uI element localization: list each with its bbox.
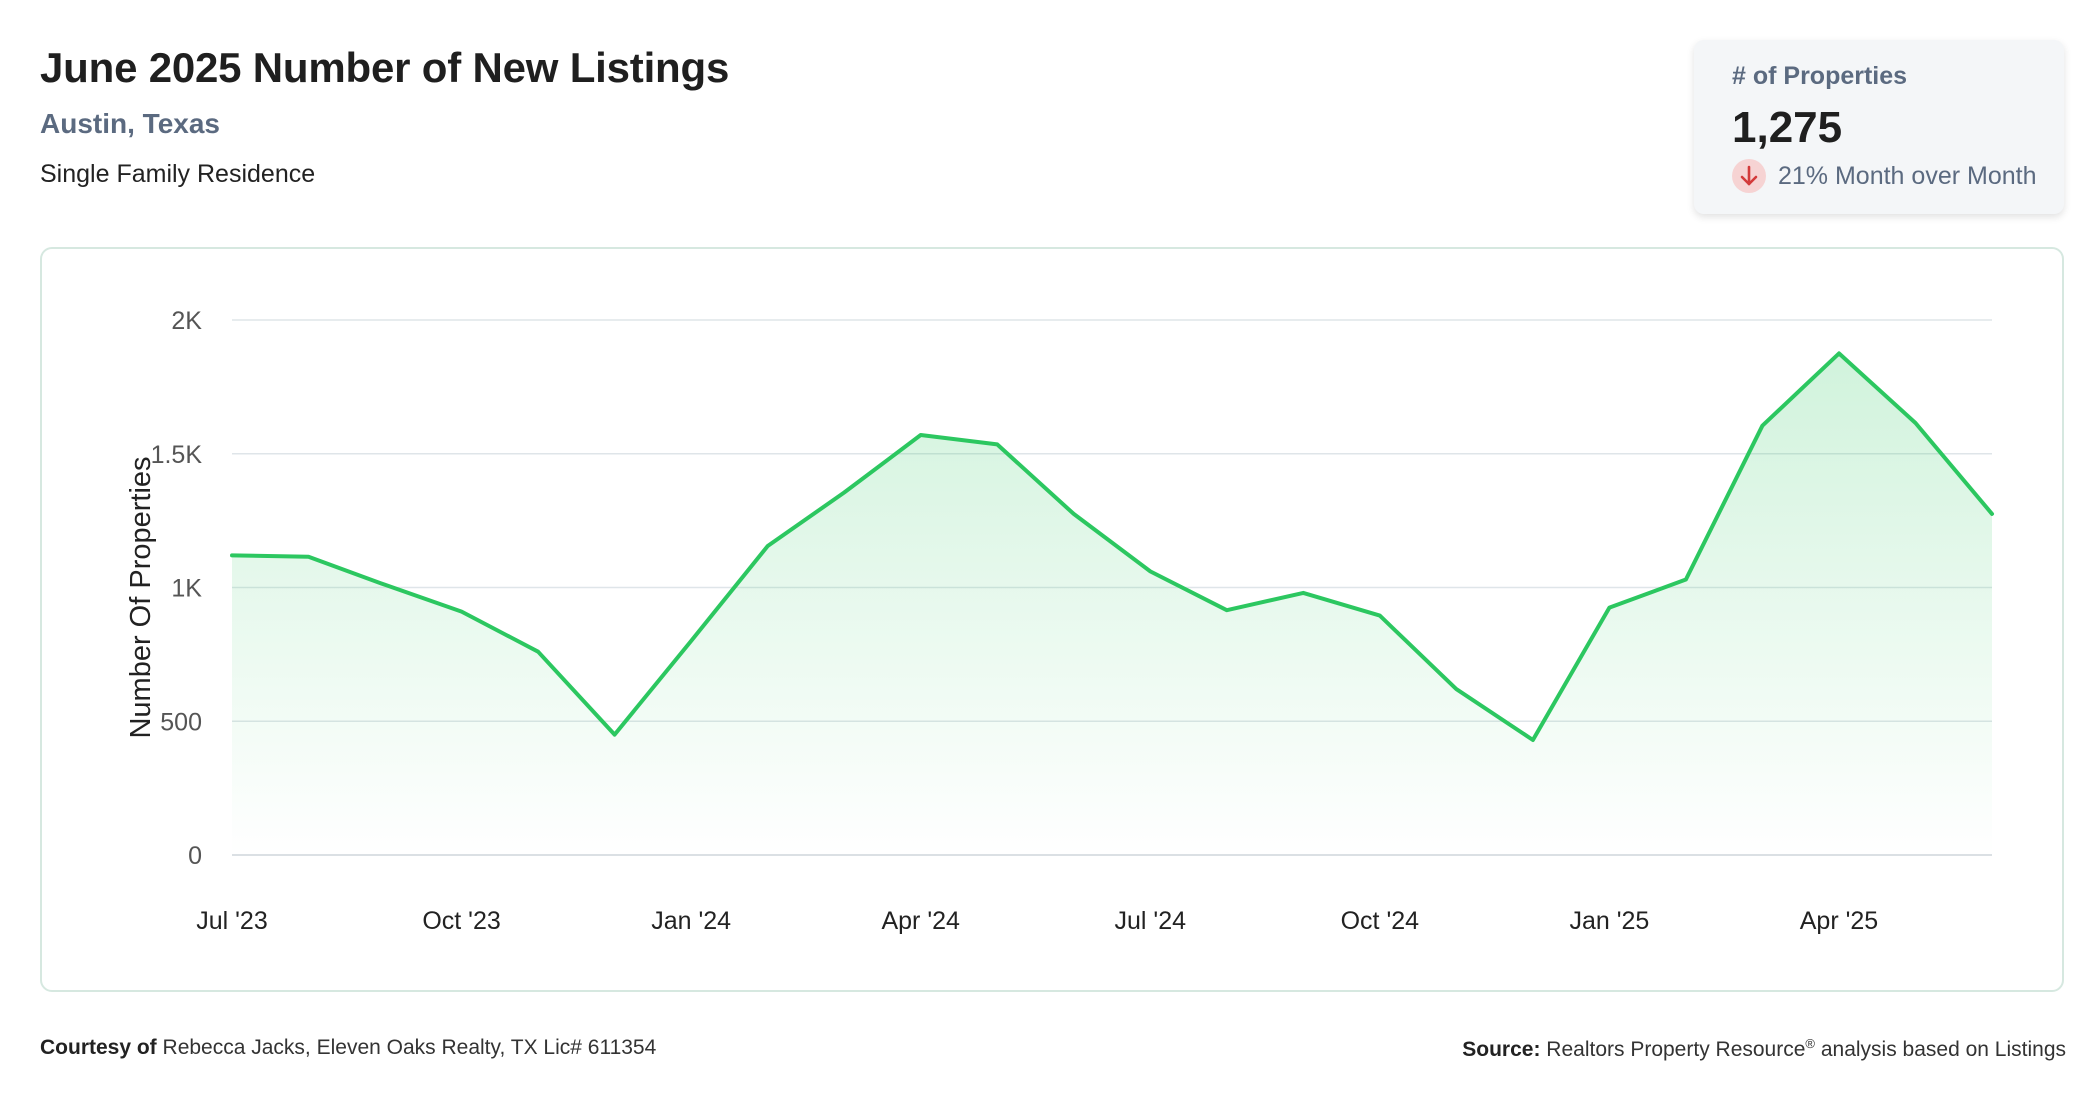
data-point[interactable] [918, 432, 924, 438]
x-tick-label: Apr '25 [1800, 907, 1878, 935]
registered-mark: ® [1805, 1036, 1815, 1051]
data-point[interactable] [306, 554, 312, 560]
kpi-card: # of Properties 1,275 21% Month over Mon… [1694, 40, 2064, 214]
data-point[interactable] [1912, 420, 1918, 426]
data-point[interactable] [1989, 511, 1995, 517]
data-point[interactable] [612, 732, 618, 738]
source-text: Realtors Property Resource [1546, 1038, 1806, 1061]
series-line [230, 351, 1994, 742]
courtesy-text: Rebecca Jacks, Eleven Oaks Realty, TX Li… [162, 1036, 657, 1059]
data-point[interactable] [1606, 605, 1612, 611]
area-fill [232, 353, 1992, 855]
x-tick-label: Oct '23 [422, 907, 500, 935]
data-point[interactable] [841, 490, 847, 496]
y-tick-label: 2K [171, 307, 202, 335]
data-point[interactable] [688, 638, 694, 644]
kpi-change-row: 21% Month over Month [1732, 159, 2064, 193]
x-tick-label: Jul '23 [196, 907, 267, 935]
arrow-down-icon [1732, 159, 1766, 193]
data-point[interactable] [229, 552, 235, 558]
area-chart: Jul '23 Oct '23 Jan '24 Apr '24 Jul '24 Oct '… [125, 307, 1995, 935]
data-point[interactable] [1224, 607, 1230, 613]
x-tick-label: Oct '24 [1341, 907, 1420, 935]
data-point[interactable] [1453, 686, 1459, 692]
page-title: June 2025 Number of New Listings [40, 44, 730, 91]
kpi-label: # of Properties [1732, 62, 1908, 90]
data-point[interactable] [1683, 576, 1689, 582]
courtesy-footer: Courtesy of Rebecca Jacks, Eleven Oaks R… [40, 1036, 656, 1060]
source-label: Source: [1462, 1038, 1541, 1061]
data-point[interactable] [1377, 613, 1383, 619]
data-point[interactable] [535, 649, 541, 655]
x-tick-label: Jan '24 [651, 907, 731, 935]
property-type-label: Single Family Residence [40, 160, 316, 188]
x-tick-label: Apr '24 [881, 907, 960, 935]
data-point[interactable] [994, 441, 1000, 447]
chart-card: Jul '23 Oct '23 Jan '24 Apr '24 Jul '24 Oct '… [40, 247, 2064, 992]
y-axis-label: Number Of Properties [125, 456, 157, 738]
data-point[interactable] [1836, 350, 1842, 356]
location-subtitle: Austin, Texas [40, 108, 220, 139]
courtesy-label: Courtesy of [40, 1036, 157, 1059]
source-text-2: analysis based on Listings [1820, 1038, 2066, 1061]
y-axis: 0 500 1K 1.5K 2K [151, 307, 203, 870]
data-point[interactable] [765, 543, 771, 549]
data-point[interactable] [1759, 423, 1765, 429]
data-point[interactable] [382, 582, 388, 588]
data-point[interactable] [1300, 590, 1306, 596]
kpi-change-text: 21% Month over Month [1778, 161, 2037, 190]
x-axis: Jul '23 Oct '23 Jan '24 Apr '24 Jul '24 Oct '… [196, 907, 1878, 935]
data-point[interactable] [1071, 511, 1077, 517]
data-point[interactable] [459, 609, 465, 615]
y-tick-label: 1K [171, 575, 202, 603]
data-point[interactable] [1147, 568, 1153, 574]
y-tick-label: 0 [188, 842, 202, 870]
source-footer: Source: Realtors Property Resource® anal… [1462, 1036, 2066, 1062]
x-tick-label: Jan '25 [1569, 907, 1649, 935]
y-tick-label: 500 [160, 708, 202, 736]
y-tick-label: 1.5K [151, 441, 203, 469]
kpi-value: 1,275 [1732, 103, 1843, 152]
x-tick-label: Jul '24 [1115, 907, 1187, 935]
data-point[interactable] [1530, 737, 1536, 743]
